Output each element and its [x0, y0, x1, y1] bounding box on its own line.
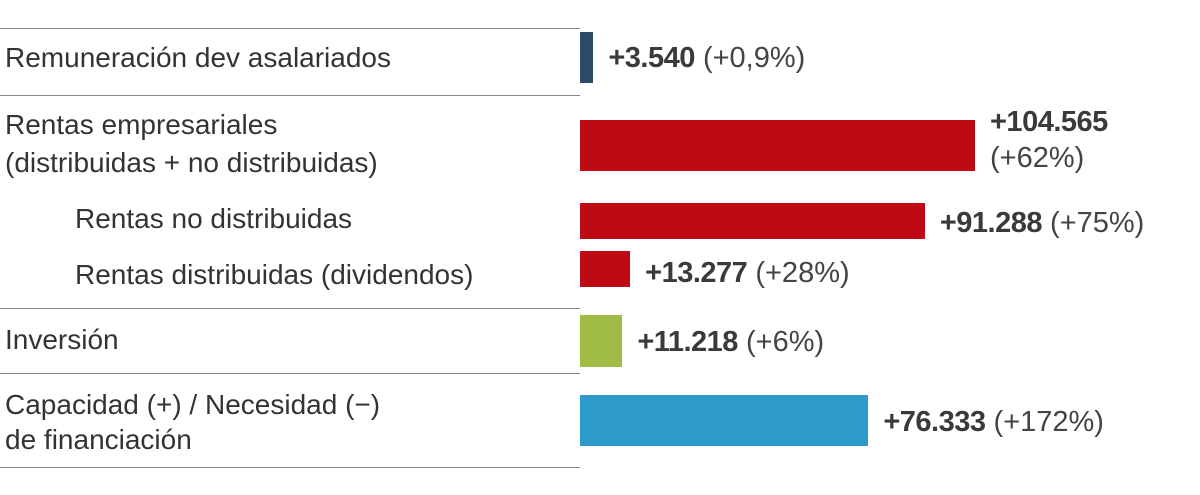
percent-label: (+62%) [990, 142, 1085, 174]
row-divider [0, 373, 580, 374]
bar [580, 32, 594, 83]
data-label: +11.218 (+6%) [637, 324, 824, 360]
category-label: Rentas distribuidas (dividendos) [75, 259, 474, 290]
bar [580, 315, 623, 367]
bar [580, 395, 869, 446]
data-label: +13.277 (+28%) [645, 255, 850, 291]
row-divider [0, 95, 580, 96]
category-label: Rentas no distribuidas [75, 203, 353, 234]
data-label: +91.288 (+75%) [940, 205, 1145, 241]
value-label: +3.540 [608, 42, 695, 74]
bar [580, 120, 975, 171]
data-label: +104.565 (+62%) [990, 104, 1108, 176]
data-label: +76.333 (+172%) [883, 404, 1104, 440]
category-label: Rentas empresariales [5, 109, 278, 140]
percent-label: (+6%) [745, 326, 825, 358]
bar [580, 203, 925, 239]
row-divider [0, 467, 580, 468]
category-label: (distribuidas + no distribuidas) [5, 147, 378, 178]
value-label: +76.333 [883, 406, 986, 438]
value-label: +13.277 [645, 257, 748, 289]
data-label: +3.540 (+0,9%) [608, 40, 805, 76]
category-label: de financiación [5, 424, 192, 455]
value-label: +91.288 [939, 207, 1043, 239]
percent-label: (+0,9%) [702, 42, 806, 74]
bar [580, 251, 631, 287]
category-label: Inversión [5, 324, 119, 355]
percent-label: (+75%) [1050, 207, 1145, 239]
percent-label: (+172%) [993, 406, 1104, 438]
percent-label: (+28%) [755, 257, 850, 289]
category-label: Remuneración dev asalariados [5, 42, 391, 73]
category-label: Capacidad (+) / Necesidad (−) [5, 389, 381, 420]
value-label: +104.565 [990, 106, 1108, 138]
value-label: +11.218 [637, 326, 738, 358]
row-divider [0, 28, 580, 29]
row-divider [0, 308, 580, 309]
